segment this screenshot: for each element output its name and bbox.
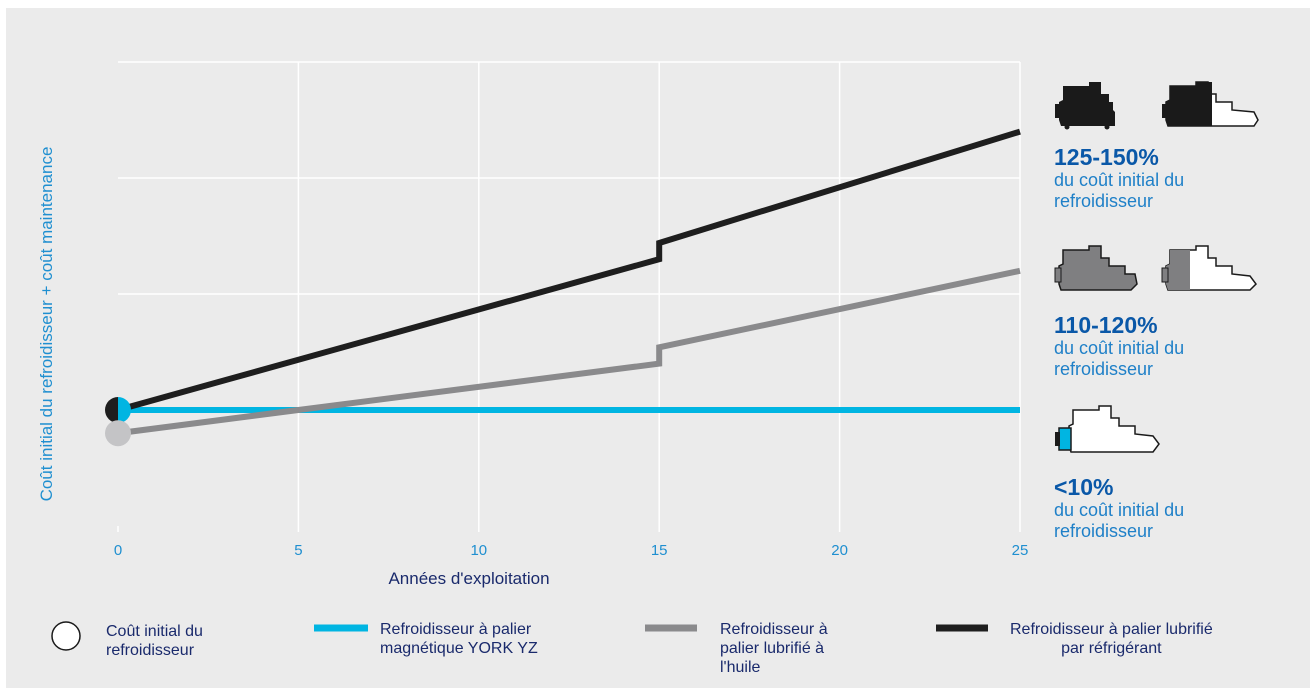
annotation-magnetic-percent: <10% [1054,474,1114,500]
grid [118,61,1021,526]
annotation-refrigerant-text: du coût initial du refroidisseur [1054,170,1185,211]
chiller-icon-refrigerant-row [1055,81,1259,130]
y-axis-label: Coût initial du refroidisseur + coût mai… [37,147,56,502]
chiller-icon-oil-full [1054,245,1138,291]
x-tick-label: 10 [470,542,487,559]
series-line-1 [117,267,1021,437]
start-markers [105,397,131,447]
series-line-2 [117,128,1021,413]
series [117,128,1021,437]
chiller-icon-magnetic [1055,405,1160,453]
annotation-refrigerant: 125-150% du coût initial du refroidisseu… [1054,144,1294,212]
chiller-icon-refrigerant-partial [1162,81,1259,127]
x-tick-label: 25 [1012,542,1029,559]
annotation-oil-text: du coût initial du refroidisseur [1054,338,1185,379]
chiller-icon-oil-row [1054,245,1257,291]
legend-oil-label: Refroidisseur à palier lubrifié à l'huil… [720,621,828,676]
x-axis-label: Années d'exploitation [388,569,549,588]
annotation-oil: 110-120% du coût initial du refroidisseu… [1054,312,1294,380]
start-marker-magnetic [118,397,131,423]
annotation-refrigerant-percent: 125-150% [1054,144,1159,170]
chiller-icon-oil-partial [1161,245,1257,291]
chiller-icon-refrigerant-full [1055,82,1115,130]
legend-initial-cost-label: Coût initial du refroidisseur [106,623,203,659]
x-tick-label: 15 [651,542,668,559]
legend-refrigerant-label: Refroidisseur à palier lubrifié par réfr… [1010,621,1213,657]
axes: 0 5 10 15 20 25 Années d'exploitation Coût init… [37,147,1028,588]
x-tick-label: 20 [831,542,848,559]
annotation-magnetic: <10% du coût initial du refroidisseur [1054,474,1294,542]
legend-magnetic-label: Refroidisseur à palier magnétique YORK Y… [380,621,538,657]
annotation-magnetic-text: du coût initial du refroidisseur [1054,500,1185,541]
start-marker-refrigerant [105,397,118,423]
start-marker-oil [105,420,131,447]
legend-initial-cost-circle-icon [51,621,81,651]
x-tick-label: 5 [294,542,302,559]
x-tick-label: 0 [114,542,122,559]
annotation-oil-percent: 110-120% [1054,312,1158,338]
